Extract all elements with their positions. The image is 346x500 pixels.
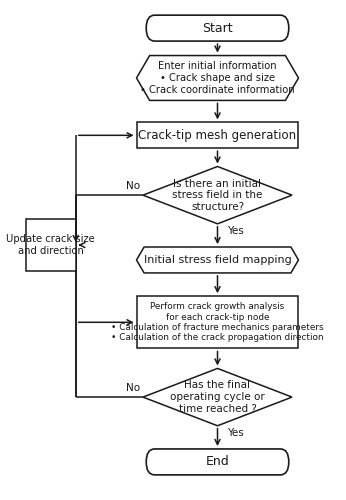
- Bar: [26, 219, 76, 271]
- Text: Update crack size
and direction: Update crack size and direction: [6, 234, 95, 256]
- Text: Initial stress field mapping: Initial stress field mapping: [144, 255, 291, 265]
- Text: Yes: Yes: [227, 226, 244, 236]
- FancyBboxPatch shape: [146, 449, 289, 475]
- Text: Crack-tip mesh generation: Crack-tip mesh generation: [138, 129, 297, 142]
- Text: No: No: [126, 181, 140, 191]
- Text: Has the final
operating cycle or
time reached ?: Has the final operating cycle or time re…: [170, 380, 265, 414]
- Text: End: End: [206, 456, 229, 468]
- Text: Yes: Yes: [227, 428, 244, 438]
- FancyBboxPatch shape: [146, 15, 289, 41]
- Polygon shape: [143, 368, 292, 426]
- Bar: [137, 296, 299, 348]
- Polygon shape: [143, 166, 292, 224]
- Text: Perform crack growth analysis
for each crack-tip node
• Calculation of fracture : Perform crack growth analysis for each c…: [111, 302, 324, 343]
- Text: Is there an initial
stress field in the
structure?: Is there an initial stress field in the …: [172, 178, 263, 212]
- Text: Start: Start: [202, 22, 233, 35]
- Polygon shape: [137, 56, 299, 100]
- Text: No: No: [126, 383, 140, 393]
- Bar: [137, 122, 299, 148]
- Text: Enter initial information
• Crack shape and size
• Crack coordinate information: Enter initial information • Crack shape …: [140, 62, 295, 94]
- Polygon shape: [137, 247, 299, 273]
